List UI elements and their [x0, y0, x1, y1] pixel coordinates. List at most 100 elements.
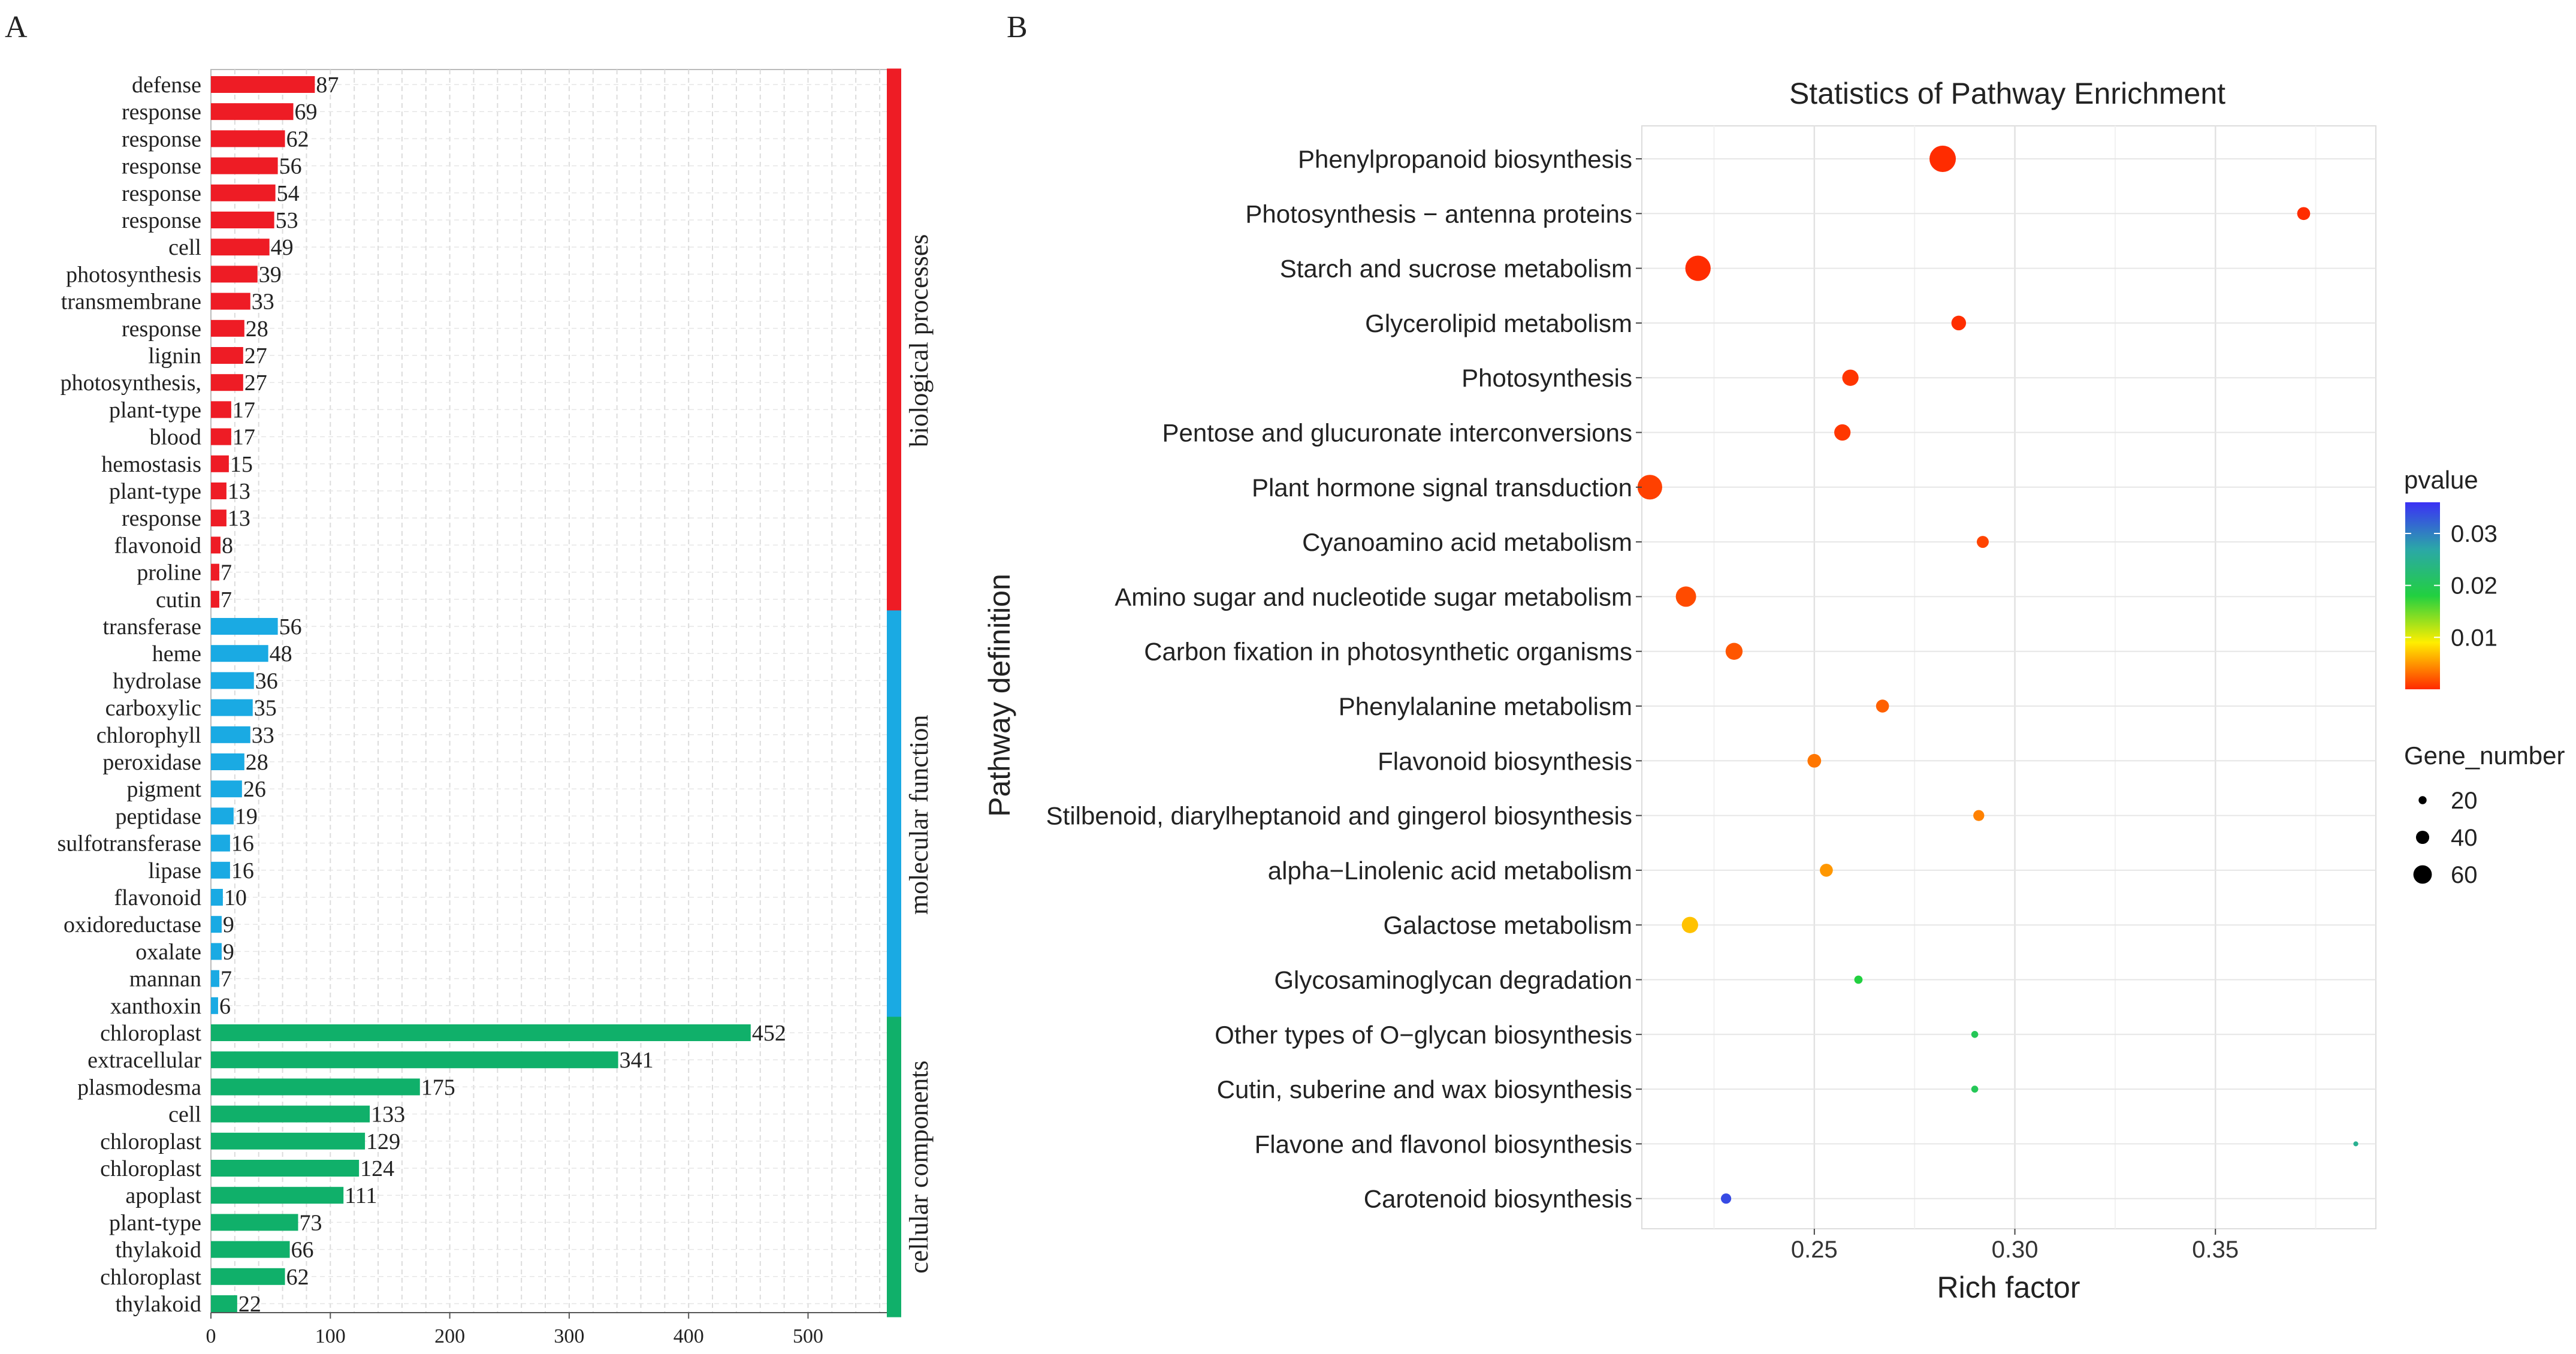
panel-a-bar [211, 1105, 370, 1123]
panel-b-point [2297, 207, 2311, 221]
panel-b-pathway-label: Stilbenoid, diarylheptanoid and gingerol… [1046, 802, 1632, 830]
panel-a-bar [211, 1214, 298, 1231]
panel-b-pathway-label: Galactose metabolism [1383, 911, 1632, 939]
panel-a-bar [211, 563, 219, 581]
panel-b-title: Statistics of Pathway Enrichment [1789, 77, 2225, 110]
panel-a: A 87696256545349393328272717171513138775… [5, 10, 934, 1347]
panel-a-category-label: response [122, 181, 201, 206]
panel-b-point [1681, 916, 1698, 933]
panel-a-value-labels: 8769625654534939332827271717151313877564… [219, 73, 786, 1317]
panel-b-point [1720, 1193, 1732, 1204]
panel-a-bar [211, 292, 250, 310]
panel-a-bar-value: 129 [366, 1129, 400, 1154]
panel-a-group-label: cellular components [904, 1060, 934, 1274]
panel-a-group-label: biological processes [904, 234, 934, 448]
panel-a-bar-value: 111 [345, 1183, 377, 1208]
gene-number-legend-dot [2415, 830, 2430, 845]
panel-a-bar-value: 39 [259, 262, 282, 287]
panel-a-bar-value: 33 [252, 723, 274, 748]
panel-a-bar-value: 10 [224, 885, 247, 910]
panel-a-bar-value: 7 [221, 967, 232, 992]
panel-a-bar-value: 7 [221, 560, 232, 586]
panel-a-letter: A [5, 10, 28, 44]
panel-a-bar-value: 8 [222, 533, 233, 558]
panel-b-point [1971, 1085, 1979, 1093]
panel-a-bar [211, 1187, 344, 1204]
panel-b-point [1807, 753, 1822, 768]
panel-a-bar [211, 536, 221, 554]
panel-a-group-strip [887, 68, 901, 613]
panel-a-bar-value: 56 [279, 614, 302, 640]
panel-a-bar [211, 374, 243, 391]
panel-a-bar-value: 36 [255, 668, 278, 693]
gene-number-legend-title: Gene_number [2404, 741, 2565, 770]
panel-a-bar-value: 69 [295, 99, 318, 125]
panel-b-plot-area [1641, 125, 2376, 1229]
panel-a-category-label: peroxidase [102, 750, 201, 775]
panel-b-point [1834, 424, 1851, 441]
panel-a-bar-value: 17 [232, 397, 255, 423]
panel-a-category-label: plasmodesma [77, 1075, 201, 1100]
panel-b-pathway-label: Other types of O−glycan biosynthesis [1215, 1021, 1632, 1049]
panel-a-bar-value: 133 [371, 1102, 405, 1127]
panel-b-pathway-label: Phenylpropanoid biosynthesis [1298, 145, 1632, 173]
panel-a-bar [211, 1160, 360, 1177]
panel-a-bar-value: 66 [291, 1238, 314, 1263]
panel-a-bar [211, 157, 278, 174]
panel-a-bar-value: 27 [244, 343, 267, 369]
panel-b-x-ticks: 0.25 0.30 0.35 [1791, 1229, 2239, 1263]
panel-b-pathway-label: Carotenoid biosynthesis [1364, 1185, 1632, 1213]
panel-a-bar [211, 672, 254, 689]
panel-b-pathway-label: Photosynthesis [1461, 364, 1632, 392]
panel-a-category-label: carboxylic [105, 696, 201, 721]
panel-a-category-label: response [122, 126, 201, 152]
panel-a-x-tick-label: 200 [434, 1325, 465, 1347]
panel-a-bar [211, 943, 222, 960]
panel-a-category-label: xanthoxin [110, 994, 201, 1019]
panel-a-category-label: photosynthesis [66, 262, 201, 287]
panel-a-bar-value: 27 [244, 370, 267, 396]
panel-a-bar-value: 54 [277, 181, 300, 206]
panel-b-point [1725, 643, 1743, 660]
gene-number-legend-label: 60 [2451, 862, 2478, 888]
panel-a-bar-value: 13 [228, 506, 250, 531]
panel-b-pathway-label: Glycosaminoglycan degradation [1274, 966, 1632, 994]
panel-a-category-label: proline [137, 560, 201, 586]
panel-b-letter: B [1007, 10, 1028, 44]
panel-b-pathway-label: Pentose and glucuronate interconversions [1162, 419, 1632, 447]
panel-a-category-label: photosynthesis, [61, 370, 201, 396]
panel-b-point [1977, 536, 1989, 548]
panel-a-bar-value: 35 [254, 696, 277, 721]
panel-a-category-label: extracellular [87, 1048, 201, 1073]
panel-a-category-label: chloroplast [100, 1129, 201, 1154]
panel-a-bar-value: 341 [620, 1048, 654, 1073]
panel-a-category-label: sulfotransferase [57, 831, 201, 857]
panel-a-category-label: heme [152, 641, 201, 667]
panel-a-bars [211, 76, 751, 1312]
panel-b-point [1876, 699, 1889, 713]
panel-b-pathway-label: Phenylalanine metabolism [1339, 692, 1632, 720]
panel-a-x-ticks: 0 100 200 300 400 500 [206, 1313, 823, 1347]
panel-b-point [1971, 1031, 1979, 1038]
panel-b-y-label: Pathway definition [983, 574, 1016, 817]
panel-b-pathway-label: Cutin, suberine and wax biosynthesis [1217, 1075, 1632, 1103]
panel-a-bar [211, 184, 276, 201]
panel-a-bar [211, 347, 243, 364]
panel-a-bar [211, 1078, 420, 1096]
panel-a-category-label: plant-type [109, 397, 201, 423]
panel-a-category-label: defense [132, 73, 201, 98]
panel-a-bar-value: 9 [223, 939, 234, 964]
panel-b-point [1973, 810, 1985, 821]
panel-a-bar-value: 48 [270, 641, 292, 667]
panel-a-group-strip [887, 1017, 901, 1317]
panel-b-pathway-label: Glycerolipid metabolism [1365, 309, 1632, 337]
panel-b-vertical-grid [1713, 126, 2317, 1229]
panel-a-bar-value: 28 [246, 750, 268, 775]
panel-b-x-tick-label: 0.30 [1992, 1237, 2039, 1263]
panel-b-x-label: Rich factor [1937, 1271, 2080, 1304]
gene-number-legend-items: 20 40 60 [2413, 788, 2478, 888]
panel-a-bar-value: 62 [286, 1265, 309, 1290]
panel-a-category-label: cell [168, 1102, 201, 1127]
panel-b-point [1820, 864, 1833, 877]
panel-b-points [1637, 146, 2358, 1204]
